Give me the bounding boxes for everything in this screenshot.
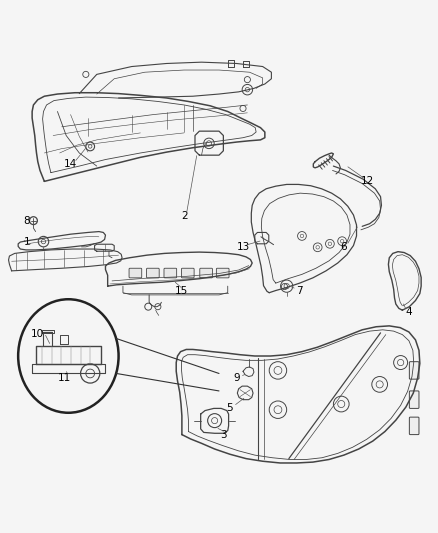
FancyBboxPatch shape [129,268,142,278]
Text: 12: 12 [361,176,374,187]
FancyBboxPatch shape [200,268,212,278]
FancyBboxPatch shape [181,268,194,278]
FancyBboxPatch shape [410,417,419,434]
FancyBboxPatch shape [164,268,177,278]
Text: 2: 2 [181,211,187,221]
Text: 15: 15 [175,286,188,295]
Text: 4: 4 [406,308,412,317]
Text: 11: 11 [57,373,71,383]
FancyBboxPatch shape [147,268,159,278]
Text: 13: 13 [237,242,250,252]
Text: 3: 3 [220,430,227,440]
Text: 8: 8 [24,216,30,225]
Text: 9: 9 [233,373,240,383]
Text: 7: 7 [297,286,303,295]
Text: 6: 6 [340,242,347,252]
Text: 10: 10 [31,329,44,339]
Text: 14: 14 [64,159,77,169]
Text: 1: 1 [24,238,30,247]
FancyBboxPatch shape [216,268,229,278]
FancyBboxPatch shape [410,362,419,379]
Text: 5: 5 [226,403,233,414]
FancyBboxPatch shape [410,391,419,408]
